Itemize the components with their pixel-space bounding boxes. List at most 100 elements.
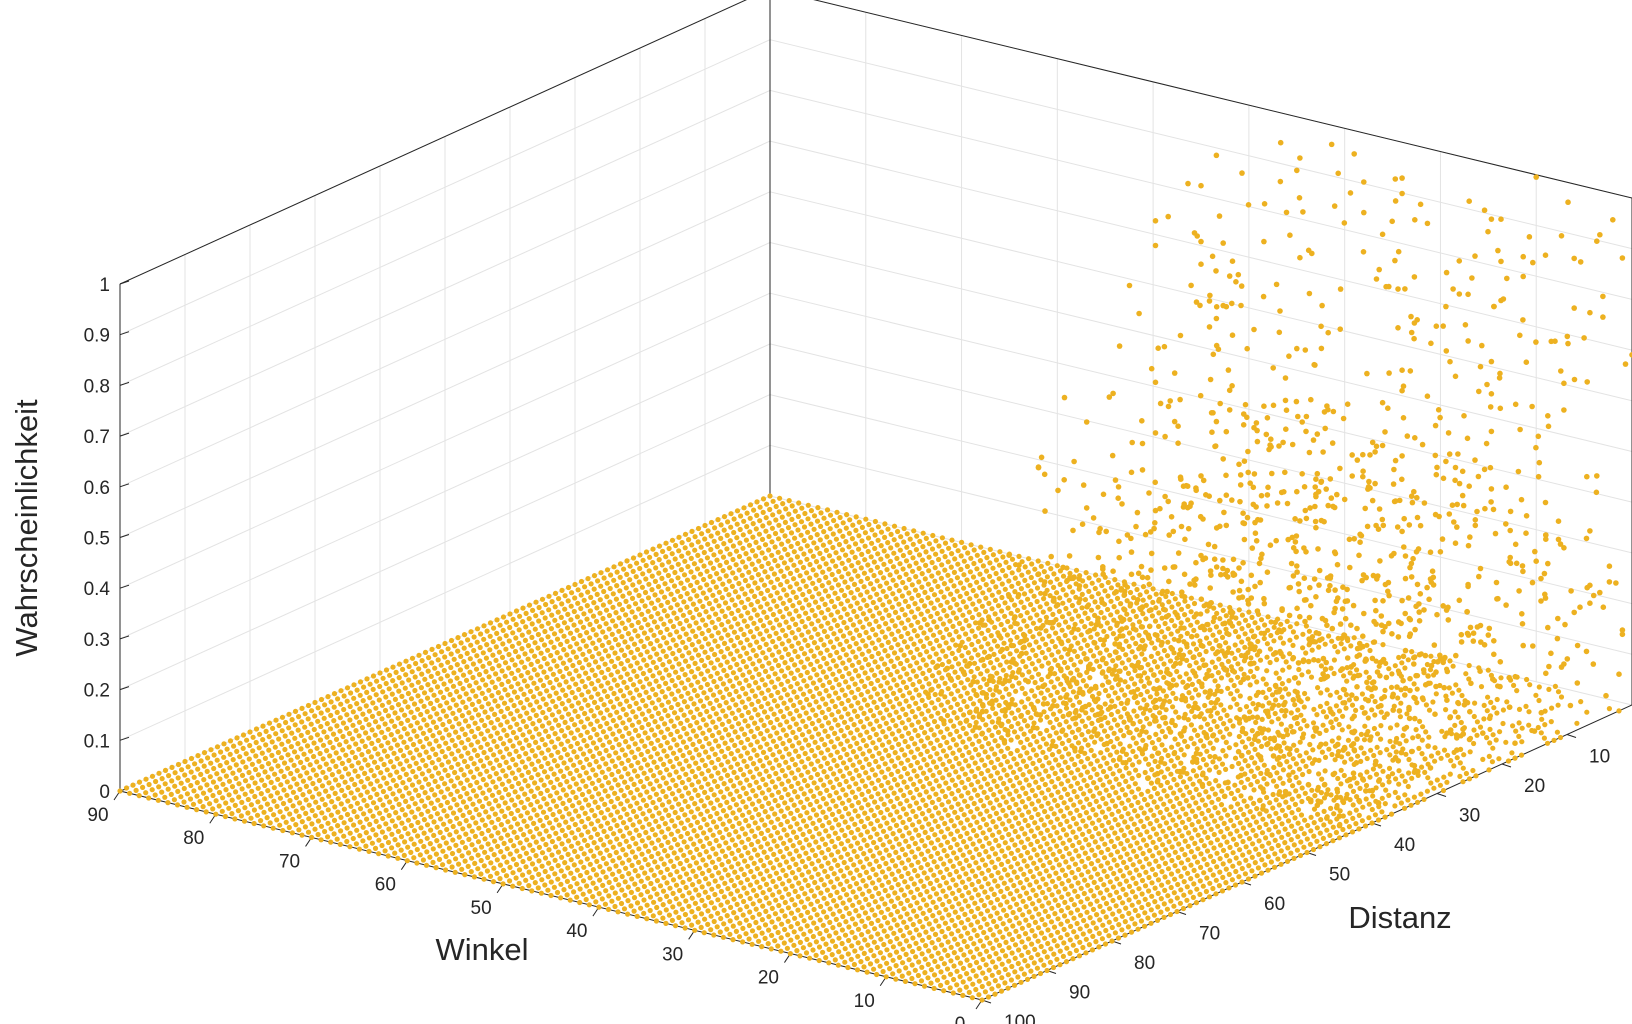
floor-point (1146, 734, 1152, 740)
floor-point (1043, 614, 1049, 620)
floor-point (1193, 773, 1200, 779)
floor-point (1022, 958, 1028, 964)
floor-point (872, 912, 878, 918)
floor-point (1040, 876, 1046, 882)
floor-point (1297, 852, 1304, 859)
floor-point (1129, 916, 1135, 922)
floor-point (1045, 927, 1051, 933)
floor-point (1108, 585, 1114, 591)
floor-point (654, 904, 660, 911)
floor-point (1009, 710, 1015, 716)
floor-point (761, 836, 768, 842)
floor-point (951, 836, 957, 842)
floor-point (776, 875, 783, 882)
floor-point (1389, 671, 1395, 677)
floor-point (1160, 842, 1166, 848)
floor-point (930, 886, 937, 892)
floor-point (970, 841, 976, 847)
floor-point (1174, 782, 1180, 788)
floor-point (1246, 609, 1252, 615)
floor-point (1518, 752, 1525, 758)
floor-point (1329, 751, 1335, 758)
floor-point (1307, 741, 1313, 748)
floor-point (1194, 859, 1201, 865)
floor-point (1236, 634, 1242, 640)
floor-point (928, 853, 934, 860)
floor-point (1174, 908, 1180, 915)
floor-point (985, 881, 991, 887)
floor-point (1300, 771, 1306, 778)
floor-point (1027, 895, 1033, 902)
floor-point (836, 949, 842, 955)
floor-point (535, 885, 541, 891)
floor-point (677, 860, 683, 867)
floor-point (1029, 928, 1035, 934)
floor-point (1158, 909, 1164, 915)
floor-point (960, 979, 966, 985)
floor-point (955, 928, 961, 934)
floor-point (1243, 857, 1249, 863)
floor-point (1256, 851, 1262, 858)
floor-point (983, 948, 990, 954)
floor-point (1071, 915, 1077, 921)
floor-point (941, 734, 947, 740)
floor-point (714, 810, 720, 817)
floor-point (939, 788, 946, 794)
floor-point (1050, 738, 1056, 744)
z-tick-mark (119, 534, 130, 538)
floor-point (730, 923, 736, 929)
floor-point (1177, 787, 1183, 793)
floor-point (1184, 784, 1190, 790)
floor-point (588, 834, 594, 840)
floor-point (865, 929, 871, 935)
floor-point (1035, 685, 1041, 691)
floor-point (1230, 723, 1236, 729)
floor-point (610, 844, 616, 850)
floor-point (1078, 632, 1084, 638)
floor-point (811, 906, 817, 913)
floor-point (1378, 723, 1384, 729)
floor-point (1192, 840, 1198, 847)
floor-point (1012, 842, 1018, 848)
floor-point (1096, 804, 1102, 810)
floor-point (927, 880, 934, 887)
floor-point (1284, 858, 1291, 865)
floor-point (758, 830, 765, 837)
floor-point (868, 807, 874, 813)
floor-point (1016, 807, 1022, 813)
floor-point (1171, 890, 1177, 896)
floor-point (1155, 890, 1161, 897)
floor-point (1030, 887, 1036, 893)
floor-point (870, 753, 876, 759)
floor-point (844, 878, 850, 884)
floor-point (1163, 720, 1169, 726)
floor-point (1262, 622, 1268, 628)
floor-point (873, 731, 879, 738)
floor-point (681, 839, 687, 845)
floor-point (835, 736, 841, 742)
floor-point (1175, 881, 1181, 888)
floor-point (1291, 855, 1297, 862)
floor-point (526, 883, 532, 889)
floor-point (989, 746, 995, 752)
floor-point (1243, 844, 1249, 850)
floor-point (1101, 868, 1107, 874)
floor-point (911, 881, 917, 887)
floor-point (903, 825, 909, 831)
floor-point (1149, 893, 1155, 899)
floor-point (1210, 885, 1216, 892)
floor-point (1357, 772, 1363, 778)
floor-point (959, 653, 965, 659)
floor-point (1187, 889, 1193, 895)
floor-point (1048, 946, 1054, 952)
floor-point (1049, 892, 1055, 898)
floor-point (1202, 802, 1208, 808)
floor-point (803, 850, 809, 856)
floor-point (1182, 612, 1188, 618)
floor-point (1051, 824, 1057, 830)
floor-point (662, 848, 668, 854)
floor-point (1342, 759, 1348, 765)
floor-point (950, 764, 956, 770)
floor-point (643, 802, 650, 809)
floor-point (720, 821, 726, 827)
